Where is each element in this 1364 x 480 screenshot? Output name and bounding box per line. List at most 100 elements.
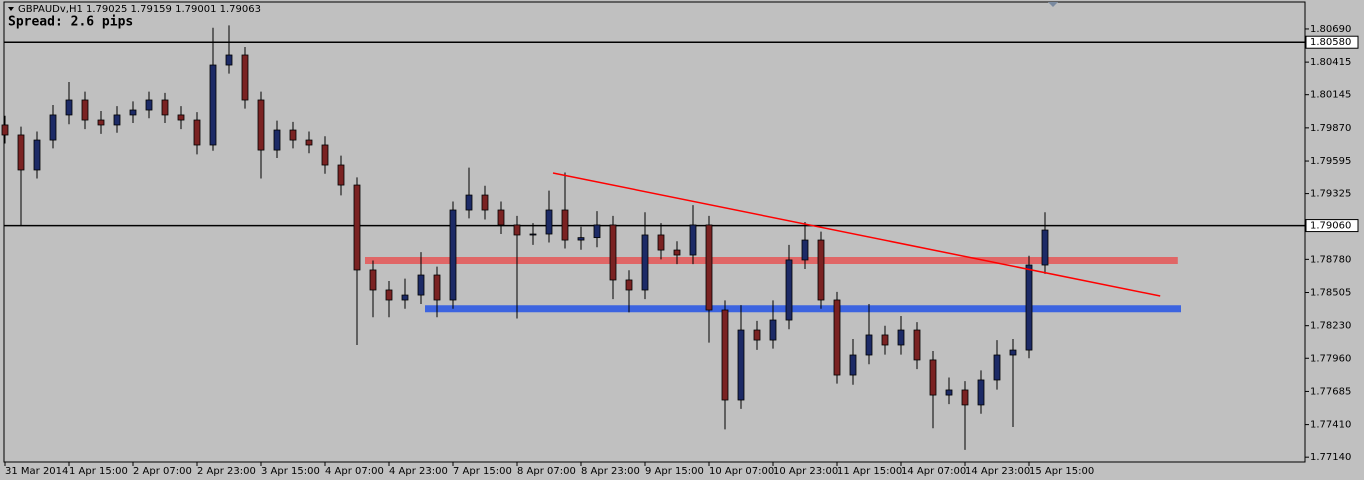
candle-body — [769, 319, 777, 341]
candle-body — [753, 329, 761, 341]
x-tick-label: 8 Apr 23:00 — [581, 466, 640, 477]
candle-body — [449, 209, 457, 301]
candle-body — [129, 109, 137, 116]
candle-body — [961, 389, 969, 406]
candle-body — [17, 134, 25, 171]
y-tick-label: 1.78230 — [1310, 321, 1351, 332]
candle-body — [145, 99, 153, 111]
candle-body — [817, 239, 825, 301]
candle-body — [241, 54, 249, 101]
shift-marker — [1048, 2, 1058, 7]
candle-body — [369, 269, 377, 291]
x-tick-label: 31 Mar 2014 — [5, 466, 68, 477]
menu-arrow — [8, 7, 14, 11]
x-tick-label: 4 Apr 23:00 — [389, 466, 448, 477]
candle-body — [689, 224, 697, 256]
candle-body — [33, 139, 41, 171]
candle-body — [209, 64, 217, 146]
candle-body — [257, 99, 265, 151]
y-tick-label: 1.79595 — [1310, 156, 1351, 167]
x-tick-label: 3 Apr 15:00 — [261, 466, 320, 477]
y-tick-label: 1.78780 — [1310, 254, 1351, 265]
candle-body — [545, 209, 553, 235]
candle-body — [929, 359, 937, 396]
y-tick-label: 1.79325 — [1310, 189, 1351, 200]
chart-title: GBPAUDv,H1 1.79025 1.79159 1.79001 1.790… — [18, 4, 261, 15]
candle-body — [161, 99, 169, 116]
x-tick-label: 7 Apr 15:00 — [453, 466, 512, 477]
x-tick-label: 8 Apr 07:00 — [517, 466, 576, 477]
candle-body — [945, 389, 953, 396]
candle-body — [785, 259, 793, 321]
x-tick-label: 14 Apr 23:00 — [965, 466, 1030, 477]
candle-body — [849, 354, 857, 376]
candle-body — [609, 224, 617, 281]
candle-body — [1025, 264, 1033, 351]
candle-body — [49, 114, 57, 141]
y-tick-label: 1.78505 — [1310, 288, 1351, 299]
candle-body — [321, 144, 329, 166]
candle-body — [417, 274, 425, 296]
candle-body — [865, 334, 873, 356]
candle-body — [353, 184, 361, 271]
candle-body — [465, 194, 473, 211]
candle-body — [193, 119, 201, 146]
candle-body — [481, 194, 489, 211]
candle-body — [641, 234, 649, 291]
x-tick-label: 1 Apr 15:00 — [69, 466, 128, 477]
price-label-box — [1305, 219, 1359, 233]
plot-frame — [3, 1, 1306, 463]
x-tick-label: 9 Apr 15:00 — [645, 466, 704, 477]
candle-body — [337, 164, 345, 186]
candle-body — [657, 234, 665, 251]
candle-body — [273, 129, 281, 151]
x-tick-label: 10 Apr 23:00 — [773, 466, 838, 477]
candle-body — [881, 334, 889, 346]
candle-body — [385, 289, 393, 301]
price-label: 1.79060 — [1310, 221, 1351, 232]
candle-body — [561, 209, 569, 241]
y-tick-label: 1.77410 — [1310, 420, 1351, 431]
candle-body — [113, 114, 121, 126]
candle-body — [577, 237, 585, 241]
candle-body — [721, 309, 729, 401]
x-tick-label: 11 Apr 15:00 — [837, 466, 902, 477]
y-tick-label: 1.77960 — [1310, 353, 1351, 364]
candle-body — [993, 354, 1001, 381]
candle-body — [433, 274, 441, 301]
candle-body — [1009, 349, 1017, 356]
candle-body — [897, 329, 905, 346]
candle-body — [289, 129, 297, 141]
x-tick-label: 15 Apr 15:00 — [1029, 466, 1094, 477]
candle-body — [401, 294, 409, 301]
candle-body — [1, 124, 9, 136]
candle-body — [305, 139, 313, 146]
price-label: 1.80580 — [1310, 37, 1351, 48]
candle-body — [97, 119, 105, 126]
trend-line — [552, 172, 1161, 297]
candle-body — [977, 379, 985, 406]
candle-body — [625, 279, 633, 291]
y-tick-label: 1.80415 — [1310, 57, 1351, 68]
candle-body — [497, 209, 505, 226]
candle-body — [801, 239, 809, 261]
x-tick-label: 14 Apr 07:00 — [901, 466, 966, 477]
y-tick-label: 1.80690 — [1310, 24, 1351, 35]
candle-body — [673, 249, 681, 256]
candle-body — [513, 224, 521, 236]
y-tick-label: 1.77685 — [1310, 386, 1351, 397]
y-tick-label: 1.80145 — [1310, 90, 1351, 101]
candle-body — [177, 114, 185, 121]
candle-body — [225, 54, 233, 66]
spread: Spread: 2.6 pips — [8, 15, 133, 30]
candle-body — [81, 99, 89, 121]
y-tick-label: 1.77140 — [1310, 452, 1351, 463]
x-tick-label: 2 Apr 23:00 — [197, 466, 256, 477]
candle-body — [737, 329, 745, 401]
x-tick-label: 4 Apr 07:00 — [325, 466, 384, 477]
x-tick-label: 10 Apr 07:00 — [709, 466, 774, 477]
candle-body — [593, 224, 601, 239]
candle-body — [65, 99, 73, 116]
candle-body — [705, 224, 713, 311]
